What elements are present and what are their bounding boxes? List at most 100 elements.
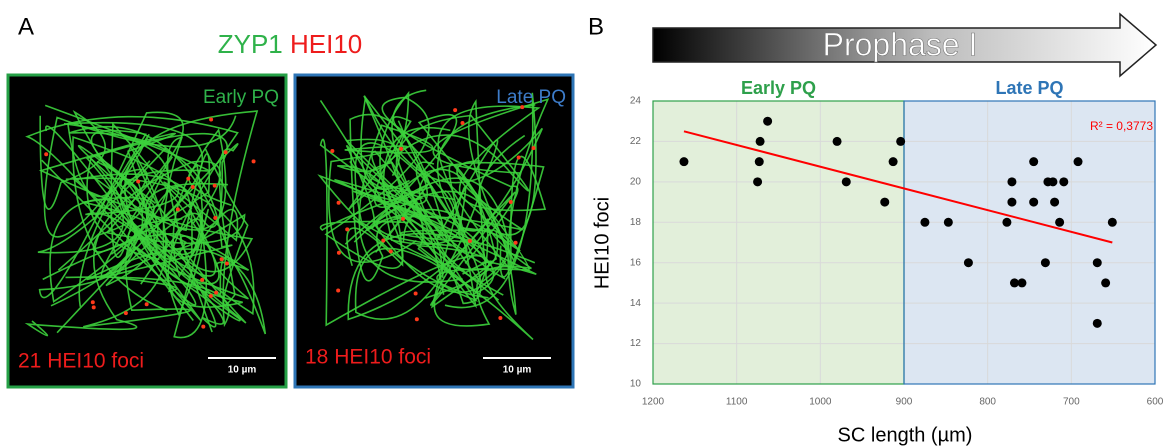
focus bbox=[460, 120, 465, 125]
axis-strand bbox=[319, 104, 536, 327]
focus bbox=[381, 238, 386, 243]
point bbox=[1017, 278, 1027, 288]
stage-label: Early PQ bbox=[203, 87, 279, 108]
axis-strand bbox=[39, 109, 255, 316]
point bbox=[1059, 177, 1069, 187]
focus bbox=[401, 216, 406, 221]
focus bbox=[144, 302, 149, 307]
axis-strand bbox=[41, 136, 197, 312]
point bbox=[896, 136, 906, 146]
axis-strand bbox=[394, 92, 537, 309]
focus bbox=[91, 305, 96, 310]
stage-label: Late PQ bbox=[496, 87, 566, 108]
focus bbox=[345, 227, 350, 232]
focus bbox=[214, 290, 219, 295]
point bbox=[1002, 217, 1012, 227]
focus bbox=[175, 207, 180, 212]
point bbox=[1029, 157, 1039, 167]
focus bbox=[531, 146, 536, 151]
x-axis-label: SC length (µm) bbox=[838, 424, 973, 446]
focus bbox=[251, 159, 256, 164]
axis-strand bbox=[354, 168, 534, 341]
focus bbox=[336, 200, 341, 205]
point bbox=[1055, 217, 1065, 227]
focus bbox=[223, 150, 228, 155]
x-tick-label: 1000 bbox=[809, 397, 832, 408]
panel-title: ZYP1 HEI10 bbox=[218, 29, 363, 59]
focus bbox=[414, 317, 419, 322]
foci-label: 18 HEI10 foci bbox=[305, 346, 431, 369]
y-tick-label: 18 bbox=[630, 217, 642, 228]
focus bbox=[136, 179, 141, 184]
stage-arrow bbox=[652, 12, 1158, 78]
point bbox=[1007, 197, 1017, 207]
y-tick-label: 20 bbox=[630, 176, 642, 187]
axis-strand bbox=[25, 115, 243, 321]
focus bbox=[453, 108, 458, 113]
scale-label: 10 µm bbox=[228, 365, 257, 376]
foci-label: 21 HEI10 foci bbox=[18, 350, 144, 373]
point bbox=[753, 177, 763, 187]
region-label: Early PQ bbox=[741, 78, 816, 98]
focus bbox=[508, 200, 513, 205]
point bbox=[1009, 278, 1019, 288]
y-tick-label: 12 bbox=[630, 338, 642, 349]
region bbox=[904, 101, 1155, 384]
point bbox=[1048, 177, 1058, 187]
region bbox=[653, 101, 904, 384]
axis-strand bbox=[345, 144, 477, 309]
focus bbox=[123, 311, 128, 316]
focus bbox=[190, 185, 195, 190]
point bbox=[1101, 278, 1111, 288]
point bbox=[1007, 177, 1017, 187]
focus bbox=[330, 149, 335, 154]
axis-strand bbox=[344, 105, 547, 270]
x-tick-label: 1100 bbox=[726, 397, 748, 408]
point bbox=[888, 157, 898, 167]
trendline bbox=[683, 130, 1113, 244]
focus bbox=[186, 176, 191, 181]
point bbox=[755, 136, 765, 146]
y-tick-label: 14 bbox=[630, 298, 642, 309]
axis-strand bbox=[334, 139, 537, 280]
focus bbox=[399, 146, 404, 151]
panel-label: B bbox=[588, 13, 604, 40]
point bbox=[1107, 217, 1117, 227]
focus bbox=[44, 152, 49, 157]
focus bbox=[224, 261, 229, 266]
region-label: Late PQ bbox=[995, 78, 1063, 98]
plot: Early PQ Late PQ 10 12 14 16 18 20 22 24 1200 1100 1… bbox=[630, 78, 1164, 408]
axis-strand bbox=[317, 169, 495, 299]
x-tick-label: 900 bbox=[896, 397, 913, 408]
focus bbox=[516, 155, 521, 160]
focus bbox=[200, 277, 205, 282]
x-tick-label: 700 bbox=[1063, 397, 1080, 408]
focus bbox=[336, 288, 341, 293]
micrograph bbox=[317, 89, 550, 341]
focus bbox=[90, 300, 95, 305]
micrograph bbox=[24, 104, 267, 339]
focus bbox=[219, 257, 224, 262]
point bbox=[679, 157, 689, 167]
scale-label: 10 µm bbox=[503, 365, 532, 376]
point bbox=[1073, 157, 1083, 167]
title-green: ZYP1 bbox=[218, 29, 283, 59]
point bbox=[1092, 318, 1102, 328]
y-tick-label: 22 bbox=[630, 136, 642, 147]
panel-label: A bbox=[18, 13, 34, 40]
axis-strand bbox=[38, 111, 184, 299]
point bbox=[963, 258, 973, 268]
y-tick-label: 16 bbox=[630, 257, 642, 268]
title-red: HEI10 bbox=[290, 29, 362, 59]
focus bbox=[520, 105, 525, 110]
point bbox=[754, 157, 764, 167]
axis-strand bbox=[347, 95, 544, 321]
focus bbox=[513, 240, 518, 245]
x-tick-label: 800 bbox=[979, 397, 996, 408]
r-squared: R² = 0,3773 bbox=[1090, 119, 1153, 133]
y-axis-label: HEI10 foci bbox=[591, 197, 613, 289]
axis-strand bbox=[43, 115, 237, 238]
banner: Prophase I bbox=[823, 26, 978, 62]
focus bbox=[208, 294, 213, 299]
